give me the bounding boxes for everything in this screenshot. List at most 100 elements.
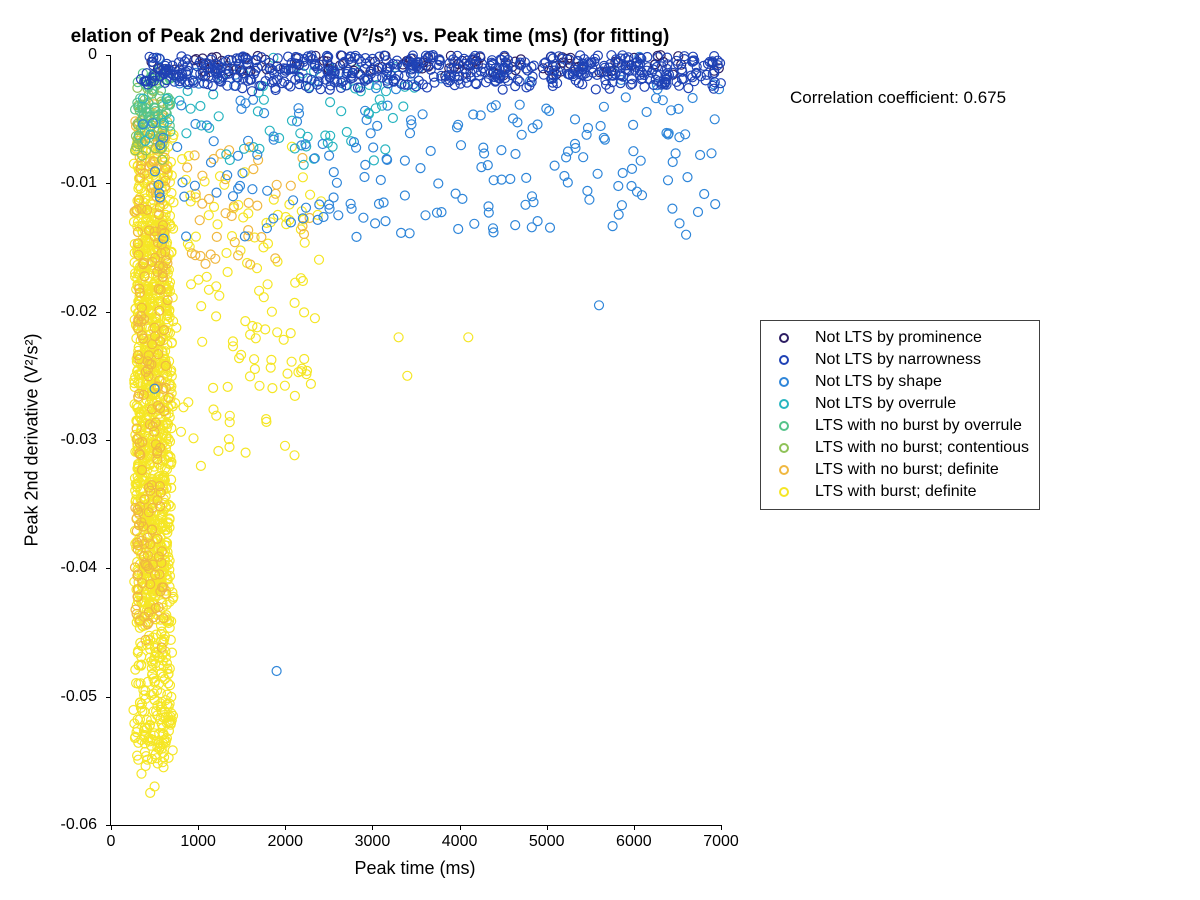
data-point — [617, 201, 626, 210]
data-point — [329, 193, 338, 202]
data-point — [273, 257, 282, 266]
data-point — [190, 181, 199, 190]
ytick-label: -0.05 — [61, 688, 97, 706]
data-point — [400, 191, 409, 200]
data-point — [191, 120, 200, 129]
data-point — [300, 355, 309, 364]
data-point — [246, 260, 255, 269]
xtick-mark — [721, 825, 722, 830]
data-point — [671, 149, 680, 158]
data-point — [484, 208, 493, 217]
data-point — [213, 220, 222, 229]
data-point — [244, 198, 253, 207]
data-point — [506, 175, 515, 184]
data-point — [290, 391, 299, 400]
data-point — [195, 216, 204, 225]
data-point — [522, 173, 531, 182]
data-point — [371, 219, 380, 228]
xtick-mark — [285, 825, 286, 830]
data-point — [675, 219, 684, 228]
data-point — [498, 85, 507, 94]
legend-marker-icon — [779, 377, 789, 387]
data-point — [166, 681, 175, 690]
data-point — [189, 434, 198, 443]
data-point — [214, 447, 223, 456]
xtick-label: 0 — [107, 833, 116, 851]
legend-label: Not LTS by overrule — [815, 395, 956, 413]
legend: Not LTS by prominenceNot LTS by narrowne… — [760, 320, 1040, 510]
data-point — [369, 143, 378, 152]
data-point — [434, 179, 443, 188]
legend-item: Not LTS by overrule — [771, 393, 1029, 415]
data-point — [627, 182, 636, 191]
data-point — [137, 769, 146, 778]
xtick-label: 3000 — [355, 833, 391, 851]
data-point — [209, 137, 218, 146]
xtick-label: 7000 — [703, 833, 739, 851]
data-point — [183, 163, 192, 172]
data-point — [614, 182, 623, 191]
data-point — [454, 225, 463, 234]
data-point — [306, 190, 315, 199]
data-point — [173, 143, 182, 152]
legend-item: Not LTS by shape — [771, 371, 1029, 393]
data-point — [223, 382, 232, 391]
data-point — [426, 147, 435, 156]
data-point — [250, 355, 259, 364]
legend-marker-icon — [779, 443, 789, 453]
data-point — [196, 102, 205, 111]
data-point — [150, 782, 159, 791]
ytick-label: -0.06 — [61, 816, 97, 834]
data-point — [383, 101, 392, 110]
data-point — [399, 102, 408, 111]
data-point — [682, 230, 691, 239]
data-point — [310, 314, 319, 323]
xtick-mark — [460, 825, 461, 830]
data-point — [629, 120, 638, 129]
legend-item: Not LTS by prominence — [771, 327, 1029, 349]
data-point — [201, 259, 210, 268]
legend-item: LTS with no burst by overrule — [771, 415, 1029, 437]
data-point — [334, 211, 343, 220]
data-point — [332, 178, 341, 187]
data-point — [373, 121, 382, 130]
data-point — [272, 667, 281, 676]
data-point — [451, 189, 460, 198]
data-point — [296, 129, 305, 138]
data-point — [628, 164, 637, 173]
legend-item: LTS with burst; definite — [771, 481, 1029, 503]
data-point — [315, 255, 324, 264]
data-point — [359, 213, 368, 222]
plot-area: 010002000300040005000600070000-0.01-0.02… — [110, 55, 721, 826]
data-point — [326, 98, 335, 107]
legend-label: Not LTS by prominence — [815, 329, 982, 347]
legend-item: LTS with no burst; contentious — [771, 437, 1029, 459]
legend-label: LTS with no burst by overrule — [815, 417, 1022, 435]
ytick-mark — [106, 440, 111, 441]
ytick-label: -0.01 — [61, 174, 97, 192]
data-point — [236, 181, 245, 190]
ytick-mark — [106, 312, 111, 313]
data-point — [403, 371, 412, 380]
data-point — [596, 122, 605, 131]
data-point — [683, 173, 692, 182]
data-point — [608, 222, 617, 231]
data-point — [259, 293, 268, 302]
legend-label: LTS with no burst; definite — [815, 461, 999, 479]
data-point — [191, 232, 200, 241]
data-point — [300, 238, 309, 247]
data-point — [298, 173, 307, 182]
data-point — [550, 161, 559, 170]
data-point — [225, 418, 234, 427]
legend-label: LTS with no burst; contentious — [815, 439, 1029, 457]
data-point — [360, 173, 369, 182]
data-point — [299, 160, 308, 169]
data-point — [263, 280, 272, 289]
data-point — [388, 114, 397, 123]
data-point — [177, 427, 186, 436]
data-point — [599, 102, 608, 111]
data-point — [212, 188, 221, 197]
data-point — [668, 204, 677, 213]
data-point — [237, 350, 246, 359]
data-point — [369, 156, 378, 165]
